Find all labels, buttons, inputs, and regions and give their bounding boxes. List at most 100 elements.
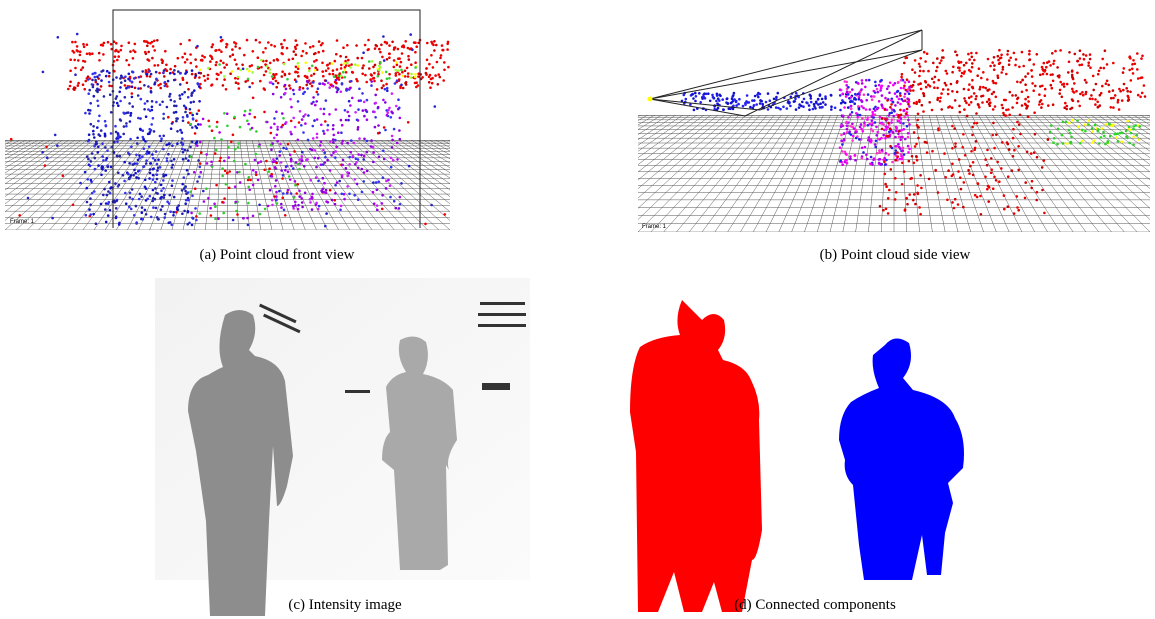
point xyxy=(193,89,196,92)
point xyxy=(332,73,335,76)
point xyxy=(146,45,149,48)
point xyxy=(285,165,288,168)
point xyxy=(236,213,239,216)
point xyxy=(193,171,196,174)
point xyxy=(350,139,353,142)
grid-line xyxy=(1042,115,1155,232)
point xyxy=(994,105,997,108)
point xyxy=(919,213,922,216)
point xyxy=(309,82,312,85)
point xyxy=(959,111,962,114)
point xyxy=(117,132,120,135)
point xyxy=(326,64,329,67)
point xyxy=(854,154,857,157)
point xyxy=(354,111,357,114)
point xyxy=(200,59,203,62)
point xyxy=(268,167,271,170)
point xyxy=(905,113,908,116)
point xyxy=(875,140,878,143)
point xyxy=(1074,53,1077,56)
point xyxy=(185,106,188,109)
point xyxy=(163,216,166,219)
point xyxy=(263,74,266,77)
point xyxy=(167,153,170,156)
point xyxy=(146,100,149,103)
grid-line xyxy=(689,115,781,232)
point xyxy=(414,76,417,79)
point xyxy=(381,202,384,205)
grid-line xyxy=(393,140,528,230)
frame-label: Frame: 1 xyxy=(10,219,35,225)
grid-line xyxy=(1021,115,1125,232)
point xyxy=(108,181,111,184)
point xyxy=(429,86,432,89)
point xyxy=(1056,66,1059,69)
point xyxy=(1079,57,1082,60)
point xyxy=(1105,123,1108,126)
point xyxy=(913,162,916,165)
point xyxy=(176,208,179,211)
point xyxy=(151,41,154,44)
point xyxy=(900,117,903,120)
point xyxy=(298,195,301,198)
point xyxy=(881,149,884,152)
point xyxy=(849,125,852,128)
point xyxy=(395,74,398,77)
point xyxy=(365,81,368,84)
point xyxy=(194,58,197,61)
point xyxy=(396,79,399,82)
grid-line xyxy=(430,140,595,230)
point xyxy=(303,91,306,94)
point xyxy=(153,49,156,52)
point xyxy=(154,198,157,201)
point xyxy=(345,119,348,122)
point xyxy=(195,215,198,218)
point xyxy=(162,187,165,190)
point xyxy=(977,103,980,106)
point xyxy=(238,87,241,90)
point xyxy=(305,159,308,162)
point xyxy=(108,81,111,84)
point xyxy=(271,199,274,202)
point xyxy=(892,115,895,118)
point xyxy=(970,95,973,98)
point xyxy=(942,88,945,91)
point xyxy=(100,79,103,82)
point xyxy=(205,153,208,156)
point xyxy=(839,94,842,97)
point xyxy=(858,108,861,111)
point xyxy=(1070,141,1073,144)
point xyxy=(179,83,182,86)
point xyxy=(320,163,323,166)
point xyxy=(298,121,301,124)
point xyxy=(978,88,981,91)
point xyxy=(215,149,218,152)
grid-line xyxy=(424,140,584,230)
point xyxy=(92,133,95,136)
point xyxy=(398,57,401,60)
point xyxy=(887,122,890,125)
point xyxy=(74,41,77,44)
point xyxy=(874,143,877,146)
point xyxy=(1058,92,1061,95)
point xyxy=(861,117,864,120)
point xyxy=(280,161,283,164)
point xyxy=(266,121,269,124)
point xyxy=(1112,106,1115,109)
grid-line xyxy=(466,140,661,230)
point xyxy=(912,84,915,87)
point xyxy=(975,95,978,98)
point xyxy=(1121,99,1124,102)
point xyxy=(355,161,358,164)
point xyxy=(1024,98,1027,101)
point xyxy=(130,208,133,211)
point xyxy=(122,112,125,115)
point xyxy=(689,103,692,106)
point xyxy=(887,197,890,200)
point xyxy=(381,71,384,74)
point xyxy=(190,123,193,126)
point xyxy=(125,87,128,90)
grid-line xyxy=(676,115,774,232)
point xyxy=(1027,72,1030,75)
point xyxy=(890,103,893,106)
